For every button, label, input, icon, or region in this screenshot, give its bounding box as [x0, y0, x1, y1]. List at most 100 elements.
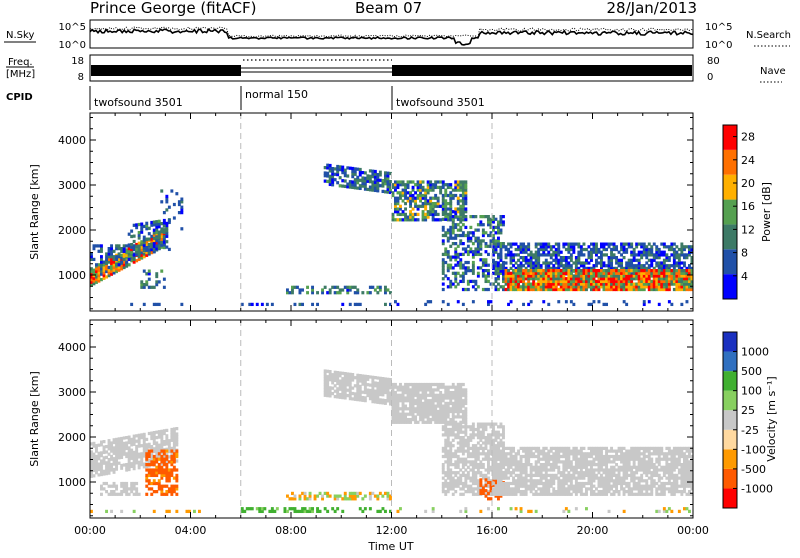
- data-cell: [316, 495, 319, 498]
- data-cell: [459, 226, 462, 229]
- data-cell: [502, 471, 505, 474]
- data-cell: [442, 394, 445, 397]
- data-cell: [537, 447, 540, 450]
- data-cell: [145, 246, 148, 249]
- data-cell: [175, 510, 178, 513]
- data-cell: [123, 258, 126, 261]
- data-cell: [113, 438, 116, 441]
- data-cell: [474, 280, 477, 283]
- data-cell: [447, 277, 450, 280]
- data-cell: [145, 485, 148, 488]
- data-cell: [464, 423, 467, 426]
- data-cell: [442, 226, 445, 229]
- data-cell: [532, 493, 535, 496]
- data-cell: [535, 455, 538, 458]
- data-cell: [462, 471, 465, 474]
- data-cell: [394, 180, 397, 183]
- data-cell: [294, 286, 297, 289]
- data-cell: [583, 269, 586, 272]
- data-cell: [507, 447, 510, 450]
- data-cell: [165, 463, 168, 466]
- data-cell: [334, 510, 337, 513]
- data-cell: [374, 495, 377, 498]
- data-cell: [477, 285, 480, 288]
- data-cell: [442, 405, 445, 408]
- data-cell: [487, 433, 490, 436]
- data-cell: [178, 211, 181, 214]
- data-cell: [251, 303, 254, 306]
- data-cell: [354, 167, 357, 170]
- data-cell: [565, 256, 568, 259]
- data-cell: [522, 463, 525, 466]
- data-cell: [688, 264, 691, 267]
- data-cell: [163, 241, 166, 244]
- data-cell: [550, 493, 553, 496]
- data-cell: [198, 510, 201, 513]
- data-cell: [485, 423, 488, 426]
- colorbar-tick-label: 28: [741, 131, 755, 144]
- data-cell: [547, 243, 550, 246]
- data-cell: [444, 261, 447, 264]
- data-cell: [580, 447, 583, 450]
- data-cell: [454, 215, 457, 218]
- data-cell: [326, 180, 329, 183]
- data-cell: [404, 207, 407, 210]
- data-cell: [449, 256, 452, 259]
- data-cell: [525, 245, 528, 248]
- data-cell: [369, 186, 372, 189]
- data-cell: [497, 425, 500, 428]
- data-cell: [590, 248, 593, 251]
- data-cell: [105, 482, 108, 485]
- data-cell: [397, 180, 400, 183]
- data-cell: [439, 218, 442, 221]
- data-cell: [658, 248, 661, 251]
- data-cell: [565, 272, 568, 275]
- colorbar-segment: [723, 150, 737, 175]
- data-cell: [457, 423, 460, 426]
- data-cell: [165, 450, 168, 453]
- data-cell: [407, 191, 410, 194]
- data-cell: [557, 259, 560, 262]
- data-cell: [417, 421, 420, 424]
- data-cell: [140, 433, 143, 436]
- data-cell: [633, 248, 636, 251]
- data-cell: [459, 253, 462, 256]
- data-cell: [532, 466, 535, 469]
- data-cell: [462, 272, 465, 275]
- data-cell: [459, 415, 462, 418]
- data-cell: [459, 423, 462, 426]
- data-cell: [683, 261, 686, 264]
- data-cell: [663, 259, 666, 262]
- data-cell: [497, 463, 500, 466]
- data-cell: [552, 259, 555, 262]
- data-cell: [527, 259, 530, 262]
- data-cell: [449, 423, 452, 426]
- data-cell: [560, 256, 563, 259]
- data-cell: [150, 482, 153, 485]
- data-cell: [98, 473, 101, 476]
- data-cell: [510, 300, 513, 303]
- data-cell: [462, 458, 465, 461]
- data-cell: [675, 251, 678, 254]
- power-ylabel: Slant Range [km]: [28, 164, 41, 260]
- data-cell: [562, 269, 565, 272]
- data-cell: [434, 194, 437, 197]
- data-cell: [108, 439, 111, 442]
- data-cell: [153, 431, 156, 434]
- data-cell: [128, 258, 131, 261]
- data-cell: [585, 452, 588, 455]
- colorbar-segment: [723, 274, 737, 299]
- data-cell: [346, 497, 349, 500]
- data-cell: [341, 288, 344, 291]
- data-cell: [522, 490, 525, 493]
- data-cell: [535, 251, 538, 254]
- data-cell: [414, 191, 417, 194]
- data-cell: [145, 493, 148, 496]
- data-cell: [497, 220, 500, 223]
- data-cell: [527, 447, 530, 450]
- data-cell: [555, 248, 558, 251]
- data-cell: [522, 477, 525, 480]
- data-cell: [500, 256, 503, 259]
- data-cell: [384, 510, 387, 513]
- data-cell: [369, 375, 372, 378]
